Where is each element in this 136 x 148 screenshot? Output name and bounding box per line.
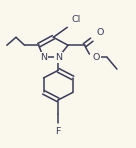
Text: N: N [55, 53, 62, 62]
Text: Cl: Cl [72, 15, 81, 24]
Text: F: F [55, 127, 61, 136]
Text: N: N [40, 53, 47, 62]
Text: Cl: Cl [72, 15, 81, 24]
Text: N: N [55, 53, 62, 62]
Text: F: F [55, 127, 61, 136]
Text: O: O [93, 53, 100, 62]
Text: O: O [93, 53, 100, 62]
Text: N: N [40, 53, 47, 62]
Text: O: O [96, 28, 104, 37]
Text: O: O [96, 28, 104, 37]
